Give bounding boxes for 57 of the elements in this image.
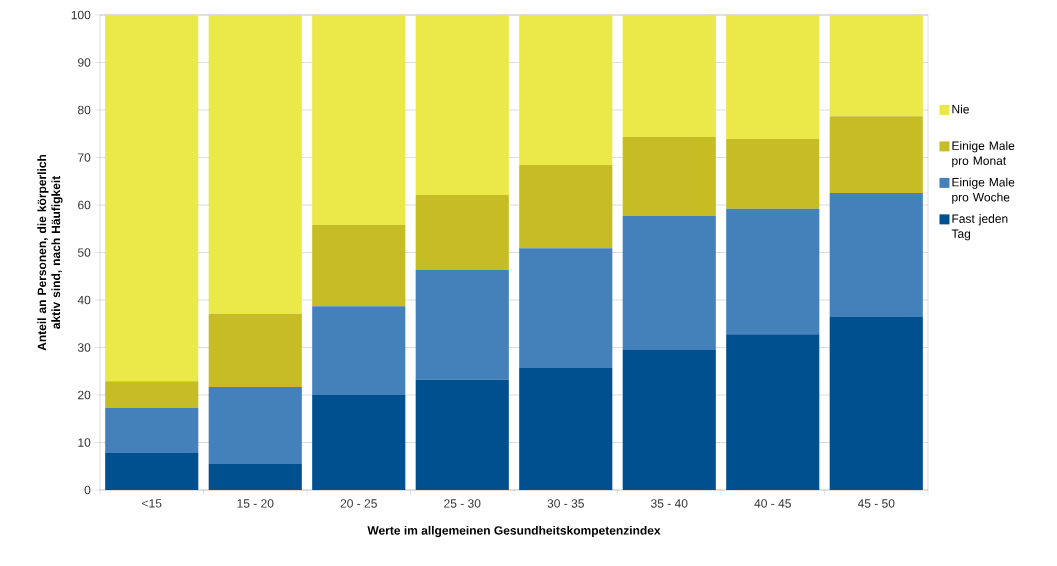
bar xyxy=(208,463,302,490)
bar xyxy=(519,165,613,249)
y-tick-label: 0 xyxy=(84,485,91,495)
legend-label: Einige Male pro Woche xyxy=(952,177,1015,204)
bar xyxy=(622,15,716,138)
bar xyxy=(312,395,406,490)
x-axis-title: Werte im allgemeinen Gesundheitskompetenzindex xyxy=(367,525,661,538)
legend-label: Nie xyxy=(952,104,969,114)
y-tick-label: 30 xyxy=(77,343,91,352)
bar xyxy=(622,215,716,350)
x-tick-label: 30 - 35 xyxy=(547,499,584,508)
bar xyxy=(415,379,509,490)
x-tick-label: 40 - 45 xyxy=(754,499,791,508)
bar xyxy=(622,349,716,490)
legend-label: Einige Male pro Monat xyxy=(952,141,1015,168)
bar xyxy=(105,452,199,490)
bar xyxy=(105,381,199,408)
y-axis-title: Anteil an Personen, die körperlich aktiv sind, nach Häufigkeit xyxy=(37,154,63,351)
y-tick-label: 80 xyxy=(77,105,91,115)
bar xyxy=(622,137,716,216)
bar xyxy=(829,193,923,318)
y-tick-label: 20 xyxy=(78,390,91,400)
y-tick-label: 60 xyxy=(78,200,91,210)
x-tick-label: 35 - 40 xyxy=(651,499,688,508)
y-tick-label: 40 xyxy=(77,295,91,305)
x-tick-label: 15 - 20 xyxy=(237,499,274,508)
bar xyxy=(726,208,820,335)
bar xyxy=(726,334,820,490)
legend-label: Fast jeden Tag xyxy=(951,214,1008,241)
bar xyxy=(726,138,820,209)
x-tick-label: 25 - 30 xyxy=(444,499,481,508)
bar xyxy=(519,248,613,368)
y-tick-label: 70 xyxy=(78,153,91,162)
bar xyxy=(208,386,302,464)
y-tick-label: 10 xyxy=(78,438,91,447)
bar xyxy=(829,116,923,194)
bar xyxy=(312,15,406,225)
bar xyxy=(105,15,199,382)
bar xyxy=(208,15,302,314)
bar xyxy=(415,15,509,196)
x-tick-label: 45 - 50 xyxy=(857,499,895,508)
bar xyxy=(519,367,613,490)
y-tick-label: 90 xyxy=(78,58,91,67)
bar xyxy=(415,195,509,271)
y-tick-label: 50 xyxy=(77,248,91,257)
bar xyxy=(312,306,406,395)
bar xyxy=(829,317,923,490)
bar xyxy=(415,270,509,380)
bar xyxy=(829,15,923,117)
bar xyxy=(208,313,302,387)
y-tick-label: 100 xyxy=(71,10,91,20)
x-tick-label: 20 - 25 xyxy=(340,499,377,508)
bar xyxy=(519,15,613,166)
x-tick-label: <15 xyxy=(142,499,162,508)
bar xyxy=(105,407,199,453)
bar xyxy=(312,224,406,307)
bar xyxy=(726,15,820,139)
